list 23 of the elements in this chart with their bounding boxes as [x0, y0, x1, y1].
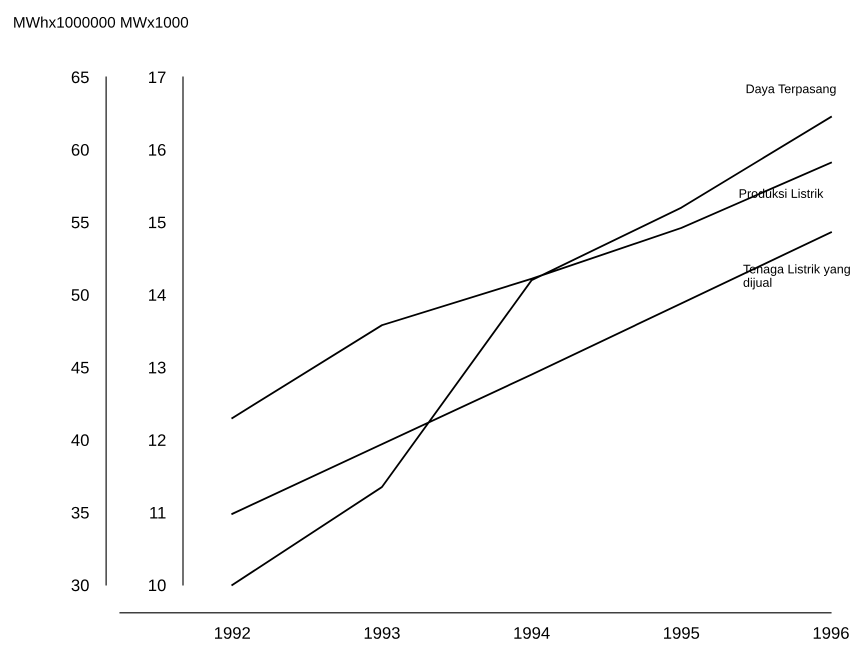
y-tick-label: 45	[71, 362, 89, 374]
y-tick-label: 30	[72, 579, 89, 592]
x-tick-label: 1993	[364, 627, 400, 639]
y-tick-label: 55	[72, 216, 89, 228]
y-tick-label: 40	[71, 434, 89, 446]
x-tick-label: 1992	[215, 627, 250, 639]
y2-tick-label: 13	[149, 362, 166, 374]
series-label: Daya Terpasang	[746, 84, 836, 96]
y-tick-label: 35	[72, 506, 89, 519]
y2-tick-label: 11	[150, 507, 166, 518]
text: MWhx1000000 MWx1000	[14, 16, 188, 28]
y-tick-label: 60	[72, 144, 89, 156]
y2-tick-label: 12	[149, 434, 166, 446]
y2-tick-label: 15	[149, 216, 166, 228]
y-tick-label: 65	[72, 71, 89, 84]
y2-tick-label: 14	[149, 289, 166, 301]
x-tick-label: 1995	[664, 627, 700, 639]
y2-tick-label: 10	[149, 579, 166, 592]
y2-tick-label: 16	[149, 144, 166, 156]
y-tick-label: 50	[72, 289, 89, 301]
y2-tick-label: 17	[149, 72, 166, 84]
x-tick-label: 1996	[814, 627, 849, 639]
x-tick-label: 1994	[514, 627, 550, 639]
